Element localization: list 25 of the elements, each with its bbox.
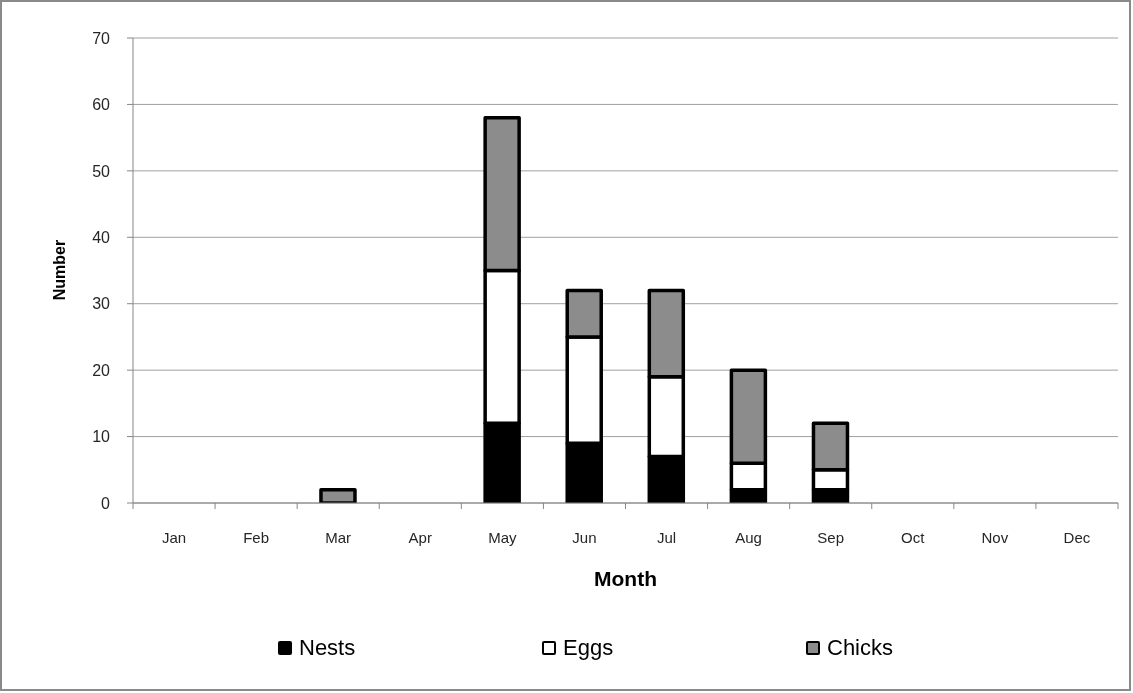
y-tick-label: 0 [101,494,111,512]
y-tick-label: 50 [92,162,111,180]
x-tick-label: May [488,529,518,546]
x-axis-title: Month [593,566,658,592]
legend-label: Eggs [563,634,614,662]
y-axis-title: Number [50,239,69,301]
legend-label: Nests [299,634,356,662]
y-tick-label: 10 [92,428,111,446]
x-tick-label: Sep [817,529,845,546]
y-tick-label: 70 [92,29,111,47]
legend-label: Chicks [827,634,894,662]
y-tick-label: 40 [92,228,111,246]
x-tick-label: Dec [1063,529,1091,546]
x-tick-label: Aug [735,529,762,546]
x-tick-label: Feb [243,529,270,546]
x-tick-label: Nov [981,529,1009,546]
x-tick-label: Jun [572,529,597,546]
x-tick-label: Oct [901,529,926,546]
x-tick-label: Apr [408,529,432,546]
x-tick-label: Mar [325,529,352,546]
x-tick-label: Jul [656,529,677,546]
x-tick-label: Jan [161,529,187,546]
y-tick-label: 20 [92,361,111,379]
y-tick-label: 60 [92,96,111,114]
y-tick-label: 30 [92,295,111,313]
